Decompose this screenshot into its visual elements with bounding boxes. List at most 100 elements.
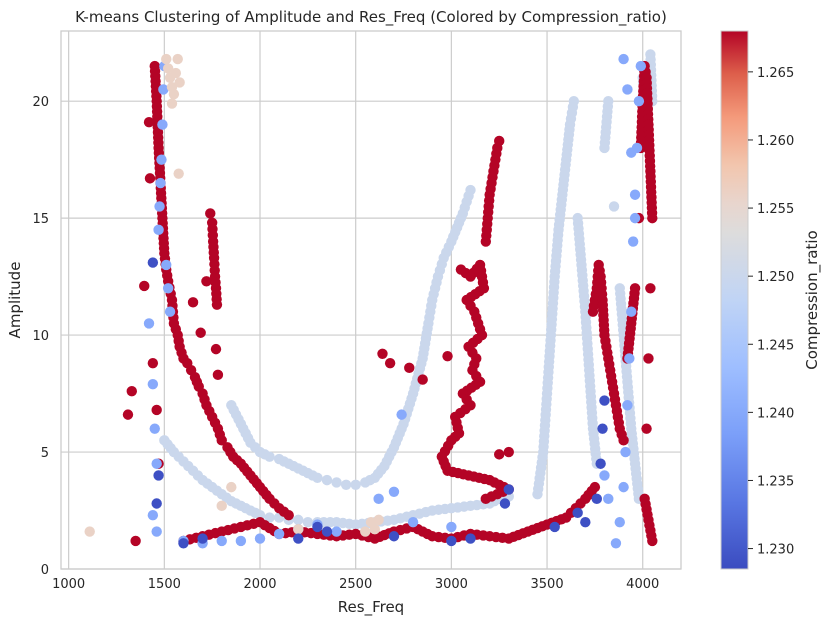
scatter-point [494,449,505,460]
scatter-point [126,386,138,397]
scatter-point [603,493,614,505]
scatter-point [407,517,419,528]
scatter-point [158,84,169,95]
scatter-point [226,481,237,493]
colorbar-tick-label: 1.265 [757,66,794,81]
scatter-point [626,147,637,158]
series-dark-red-spike-1750 [205,208,223,310]
scatter-point [164,306,176,317]
scatter-point [212,369,224,381]
scatter-point [156,154,167,165]
scatter-point [172,53,183,65]
plot-frame [60,30,682,570]
scatter-point [147,357,159,369]
colorbar-tick-label: 1.260 [757,134,794,149]
scatter-point [205,208,216,219]
scatter-point [162,63,174,74]
scatter-point [627,236,639,247]
series-dark-red-bottom-band [178,481,601,547]
scatter-point [614,517,625,528]
scatter-point [369,524,381,535]
scatter-point [465,184,476,196]
scatter-point [293,514,304,526]
colorbar-label: Compression_ratio [803,230,822,369]
scatter-point [647,212,658,224]
scatter-point [122,409,134,420]
series-salmon [84,53,384,537]
scatter-point [647,535,658,547]
scatter-point [201,276,212,287]
scatter-point [591,493,603,505]
scatter-point [216,435,227,446]
scatter-point [626,306,637,317]
scatter-point [162,283,174,294]
scatter-point [373,514,384,526]
y-axis-ticks: 0 5 10 15 20 [32,95,49,578]
scatter-point [629,189,641,200]
scatter-point [147,379,159,390]
scatter-point [151,526,162,537]
scatter-point [302,517,314,528]
scatter-point [161,53,172,65]
scatter-point [442,350,453,362]
series-dark-red-outliers [122,117,514,547]
chart-title: K-means Clustering of Amplitude and Res_… [75,8,667,27]
scatter-point [331,526,342,537]
scatter-point [572,507,583,519]
scatter-point [499,498,511,509]
plot-area [84,49,658,549]
scatter-point [340,479,352,490]
scatter-point [149,423,160,434]
scatter-point [168,88,180,100]
scatter-point [360,526,371,537]
scatter-point [610,538,622,549]
scatter-point [629,212,641,224]
x-tick-label: 1500 [148,577,181,592]
scatter-point [388,531,400,542]
series-dark-blue [147,257,610,549]
x-axis-label: Res_Freq [338,598,404,617]
scatter-point [147,510,159,521]
scatter-point [580,517,591,528]
y-axis-label: Amplitude [6,262,24,339]
colorbar-tick-label: 1.245 [757,338,794,353]
scatter-point [210,343,222,355]
scatter-point [633,95,645,107]
scatter-point [130,535,141,547]
scatter-point [404,362,415,374]
scatter-point [273,528,285,540]
scatter-point [599,395,610,406]
y-tick-label: 5 [41,446,49,461]
scatter-point [178,538,189,549]
y-tick-label: 0 [41,563,49,578]
colorbar-tick-label: 1.250 [757,270,794,285]
scatter-point [312,472,323,483]
scatter-point [143,117,155,128]
scatter-point [384,357,396,369]
scatter-point [139,280,150,292]
scatter-point [151,404,162,416]
scatter-point [549,521,560,533]
scatter-point [589,481,601,493]
scatter-point [254,533,266,544]
scatter-point [151,458,162,469]
colorbar-tick-label: 1.240 [757,406,794,421]
scatter-point [264,512,275,523]
scatter-point [446,535,457,547]
scatter-point [147,257,159,268]
scatter-point [321,474,333,486]
x-tick-label: 2500 [339,577,372,592]
scatter-point [620,446,631,458]
scatter-point [622,400,633,411]
scatter-point [635,60,647,72]
x-tick-label: 2000 [243,577,276,592]
scatter-point [503,484,514,495]
scatter-point [645,283,656,294]
scatter-point [624,353,635,364]
series-gray-U-curve [226,184,476,490]
scatter-point [235,535,247,547]
scatter-point [494,135,505,147]
scatter-point [155,177,166,189]
